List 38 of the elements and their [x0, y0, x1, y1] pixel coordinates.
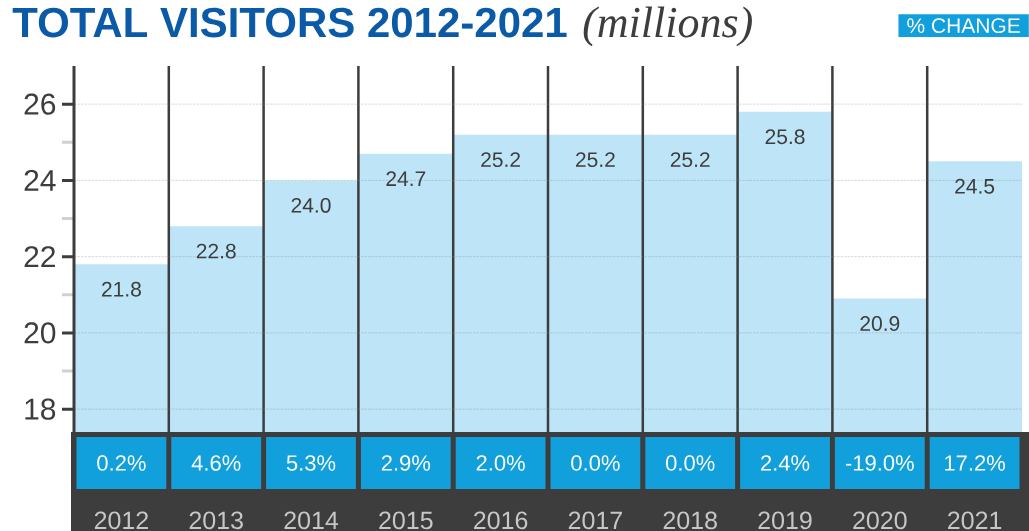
x-tick-label: 2021	[948, 511, 1002, 530]
text: 17.2%	[945, 455, 1005, 471]
y-tick-label: 22	[24, 246, 55, 268]
y-tick-label: 18	[25, 398, 56, 420]
text: % CHANGE	[907, 18, 1020, 34]
x-tick-label: 2018	[663, 511, 717, 530]
text: 0.0%	[665, 455, 715, 471]
data-label: 21.8	[102, 281, 141, 297]
data-label: 20.9	[860, 316, 900, 331]
data-label: 24.0	[291, 197, 331, 213]
x-tick-label: 2015	[379, 511, 433, 530]
data-label: 25.8	[765, 129, 805, 145]
data-label: 24.7	[386, 171, 426, 186]
x-tick-label: 2019	[758, 511, 812, 530]
data-label: 25.2	[576, 152, 615, 168]
text: 2.4%	[761, 455, 810, 471]
text: 0.2%	[97, 455, 146, 471]
text: 5.3%	[286, 455, 336, 471]
y-tick-label: 26	[24, 93, 56, 115]
text: 2.0%	[476, 455, 525, 471]
x-tick-label: 2014	[284, 511, 339, 530]
y-tick-label: 24	[24, 169, 56, 191]
x-tick-label: 2017	[568, 511, 622, 530]
data-label: 25.2	[481, 152, 520, 168]
x-tick-label: 2012	[94, 511, 148, 530]
x-tick-label: 2013	[189, 511, 243, 530]
y-tick-label: 20	[24, 322, 56, 344]
chart-subtitle: (millions)	[583, 6, 752, 47]
text: -19.0%	[845, 455, 914, 471]
data-label: 24.5	[955, 178, 995, 194]
text: 4.6%	[191, 455, 241, 471]
data-label: 25.2	[670, 152, 710, 168]
data-label: 22.8	[196, 243, 236, 259]
text: 0.0%	[571, 455, 620, 471]
x-tick-label: 2020	[853, 511, 907, 530]
chart-title: TOTAL VISITORS 2012-2021	[12, 7, 567, 38]
text: 2.9%	[381, 455, 431, 471]
x-tick-label: 2016	[474, 511, 528, 530]
